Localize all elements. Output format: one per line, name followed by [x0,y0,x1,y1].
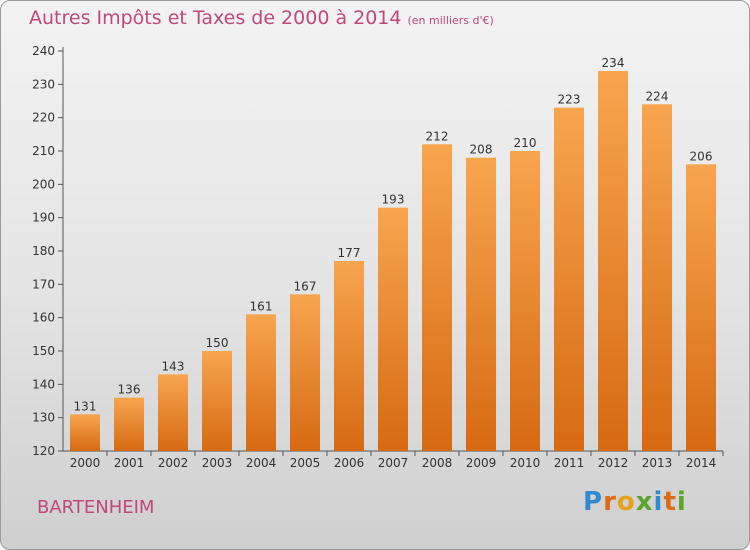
bar-value-label: 193 [382,193,405,207]
y-tick-label: 240 [32,44,55,58]
bar [158,374,188,451]
bar-value-label: 161 [250,299,273,313]
x-tick-label: 2003 [202,456,233,470]
bar-value-label: 136 [118,383,141,397]
y-tick-label: 190 [32,211,55,225]
logo-letter: o [616,487,636,517]
x-tick-label: 2012 [598,456,629,470]
value-labels: 131 136 143 150 161 167 177 193 212 208 210 223 234 2… [74,56,713,413]
bar [598,71,628,451]
bar [642,104,672,451]
bar-value-label: 131 [74,399,97,413]
bar-value-label: 177 [338,246,361,260]
chart-title-text: Autres Impôts et Taxes de 2000 à 2014 [29,7,402,29]
y-tick-label: 220 [32,111,55,125]
logo-letter: x [635,487,654,517]
bar [290,294,320,451]
x-tick-label: 2006 [334,456,365,470]
bar [378,207,408,451]
bar-value-label: 150 [206,336,229,350]
bar [466,157,496,451]
x-axis: 2000 2001 2002 2003 2004 2005 2006 2007 2008 2009… [63,450,724,470]
y-tick-label: 230 [32,77,55,91]
y-tick-label: 130 [32,411,55,425]
bar-value-label: 167 [294,279,317,293]
bar [334,261,364,451]
logo-letter: r [603,487,617,517]
x-tick-label: 2008 [422,456,453,470]
y-tick-label: 150 [32,344,55,358]
chart-title: Autres Impôts et Taxes de 2000 à 2014 (en… [29,7,494,29]
bar [246,314,276,451]
bar [202,351,232,451]
x-tick-label: 2000 [70,456,101,470]
bar [70,414,100,451]
y-tick-label: 200 [32,177,55,191]
x-tick-label: 2002 [158,456,189,470]
bar-value-label: 206 [690,149,713,163]
logo-letter: i [653,487,664,517]
y-tick-label: 210 [32,144,55,158]
bar [510,151,540,451]
bar [422,144,452,452]
y-tick-label: 180 [32,244,55,258]
x-tick-label: 2001 [114,456,145,470]
bar [114,397,144,451]
y-tick-label: 140 [32,377,55,391]
y-axis: 120 130 140 150 160 170 180 190 200 210 220 230 240 [32,44,64,458]
x-tick-label: 2010 [510,456,541,470]
bar-value-label: 223 [558,93,581,107]
y-tick-label: 160 [32,311,55,325]
x-tick-label: 2009 [466,456,497,470]
bar-value-label: 224 [646,89,669,103]
chart-unit-note: (en milliers d'€) [407,14,494,27]
x-tick-label: 2007 [378,456,409,470]
y-tick-label: 120 [32,444,55,458]
y-tick-label: 170 [32,277,55,291]
proxiti-logo: Proxiti [583,487,687,517]
x-tick-label: 2005 [290,456,321,470]
logo-letter: P [583,487,604,517]
x-tick-label: 2013 [642,456,673,470]
bar-value-label: 210 [514,136,537,150]
x-tick-label: 2004 [246,456,277,470]
bar-value-label: 143 [162,359,185,373]
bar [554,107,584,452]
logo-letter: t [663,487,677,517]
logo-letter: i [676,487,687,517]
x-tick-label: 2011 [554,456,585,470]
bar-value-label: 234 [602,56,625,70]
commune-name: BARTENHEIM [37,497,155,518]
bar-value-label: 208 [470,143,493,157]
bar-value-label: 212 [426,129,449,143]
bars [70,71,716,452]
bar [686,164,716,452]
x-tick-label: 2014 [686,456,717,470]
